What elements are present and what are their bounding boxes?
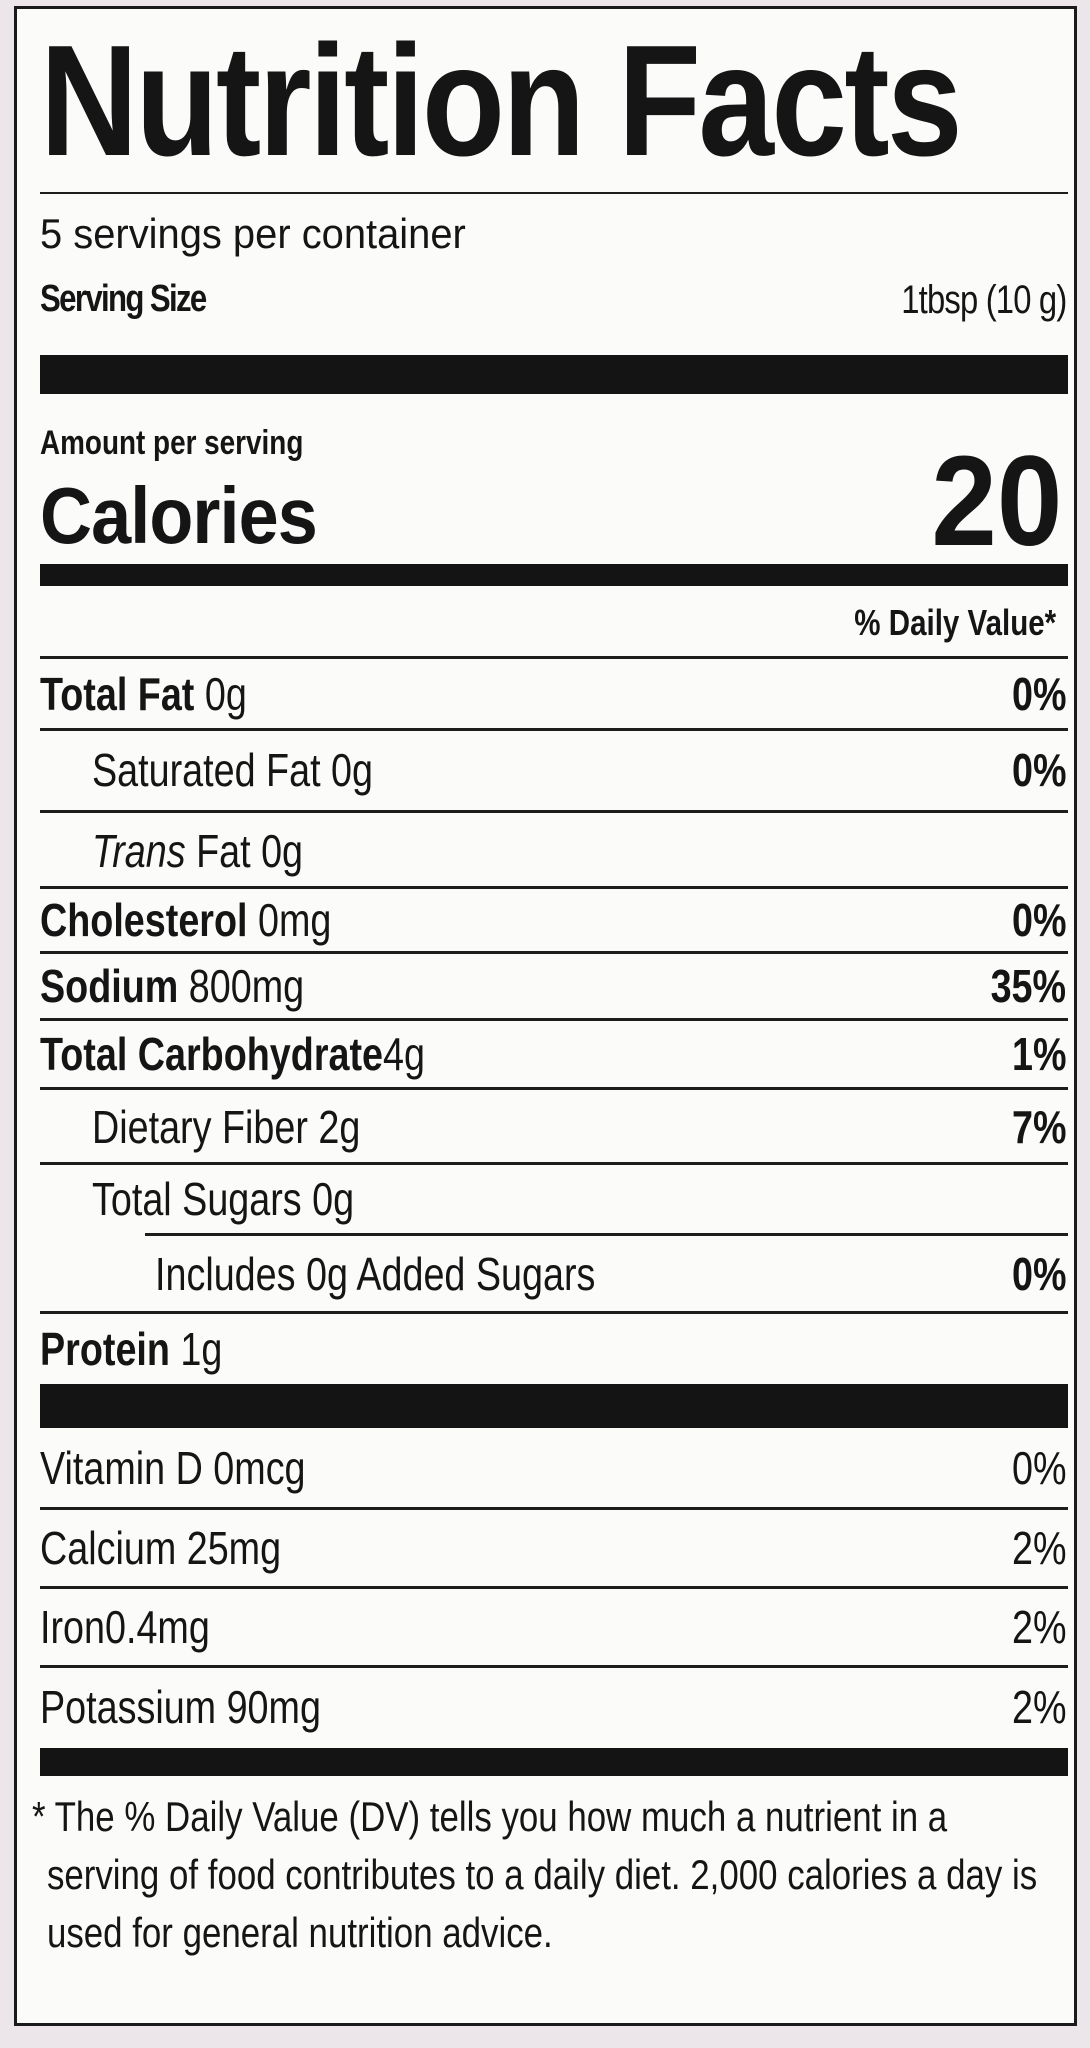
- divider: [40, 1162, 1068, 1165]
- nutrient-row-cholesterol: Cholesterol 0mg 0%: [40, 894, 1066, 946]
- divider: [40, 656, 1068, 659]
- divider: [40, 1018, 1068, 1021]
- medium-divider: [40, 564, 1068, 586]
- vitamin-row-iron: Iron0.4mg 2%: [40, 1601, 1066, 1653]
- label-title: Nutrition Facts: [40, 13, 963, 189]
- amount-per-serving: Amount per serving: [40, 424, 304, 462]
- divider: [40, 1311, 1068, 1314]
- calories-label: Calories: [40, 471, 318, 560]
- divider: [40, 810, 1068, 813]
- divider: [40, 1507, 1068, 1510]
- divider: [40, 1087, 1068, 1090]
- divider: [40, 192, 1068, 194]
- nutrient-row-total-carbohydrate: Total Carbohydrate4g 1%: [40, 1028, 1066, 1080]
- thick-divider: [40, 1384, 1068, 1428]
- serving-size-value: 1tbsp (10 g): [900, 278, 1067, 322]
- nutrient-row-protein: Protein 1g: [40, 1323, 223, 1375]
- divider: [40, 886, 1068, 889]
- nutrient-row-added-sugars: Includes 0g Added Sugars 0%: [155, 1248, 1066, 1300]
- nutrient-row-sodium: Sodium 800mg 35%: [40, 960, 1066, 1012]
- serving-size-label: Serving Size: [40, 278, 207, 320]
- nutrient-row-total-fat: Total Fat 0g 0%: [40, 668, 1066, 720]
- divider: [40, 1665, 1068, 1668]
- servings-per-container: 5 servings per container: [40, 210, 466, 257]
- divider: [40, 1586, 1068, 1589]
- nutrition-facts-label: [14, 6, 1077, 2026]
- vitamin-row-calcium: Calcium 25mg 2%: [40, 1522, 1066, 1574]
- calories-value: 20: [931, 430, 1062, 573]
- vitamin-row-vitamin-d: Vitamin D 0mcg 0%: [40, 1442, 1066, 1494]
- nutrient-row-dietary-fiber: Dietary Fiber 2g 7%: [92, 1100, 1066, 1153]
- footnote: * The % Daily Value (DV) tells you how m…: [32, 1793, 1038, 1956]
- divider: [145, 1233, 1068, 1236]
- nutrient-row-saturated-fat: Saturated Fat 0g 0%: [92, 744, 1066, 796]
- nutrient-row-total-sugars: Total Sugars 0g: [92, 1173, 355, 1225]
- thick-divider: [40, 355, 1068, 394]
- nutrient-row-trans-fat: Trans Fat 0g: [92, 824, 304, 877]
- thick-divider: [40, 1748, 1068, 1776]
- divider: [40, 728, 1068, 731]
- daily-value-header: % Daily Value*: [854, 602, 1056, 643]
- divider: [40, 951, 1068, 954]
- vitamin-row-potassium: Potassium 90mg 2%: [40, 1681, 1066, 1733]
